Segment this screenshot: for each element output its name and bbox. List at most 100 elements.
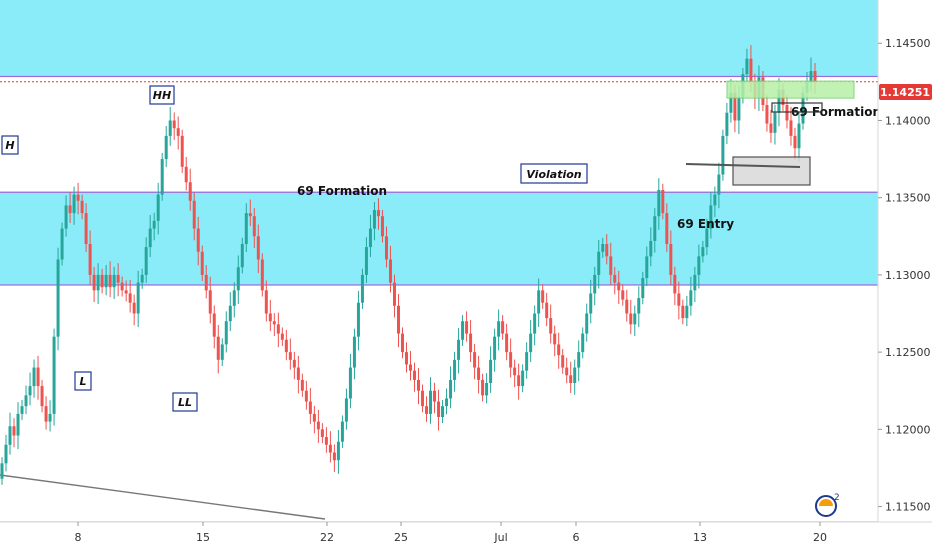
candle-body [332,452,336,461]
candle-body [380,216,384,237]
candle-body [12,426,16,436]
candle-body [469,333,473,353]
candle-body [88,244,92,275]
candle-body [384,236,388,260]
time-tick-label: 8 [75,531,82,544]
candle-body [565,367,569,376]
svg-text:2: 2 [834,493,840,503]
green-target-box[interactable] [726,80,855,99]
candle-body [533,313,537,334]
time-tick-label: Jul [493,531,507,544]
candle-body [312,413,316,422]
candle-body [324,437,328,445]
candle-body [220,344,224,360]
candle-body [449,379,453,399]
candle-body [713,194,717,206]
candle-body [733,92,737,121]
candle-body [356,302,360,337]
annotation-label-1: H [5,139,14,152]
candles-layer [0,45,817,485]
candle-body [701,247,705,257]
candle-body [657,189,661,217]
candle-body [473,352,477,368]
candle-body [785,105,789,121]
candle-body [813,71,817,82]
candle-body [453,359,457,380]
time-tick-label: 25 [394,531,408,544]
candle-body [364,247,368,275]
formation-outline-box[interactable] [771,102,823,113]
candle-body [284,339,288,353]
price-axis-panel[interactable] [878,0,932,522]
candle-body [316,421,320,430]
violation-line[interactable] [685,163,801,168]
candle-body [745,58,749,75]
annotation-box-2[interactable] [74,371,92,391]
price-tick-label: 1.11500 [885,501,931,514]
candle-body [525,352,529,371]
time-axis-panel[interactable] [0,522,932,550]
candle-body [244,213,248,245]
candle-body [709,205,713,229]
annotation-label-3: LL [178,396,192,409]
candle-body [465,321,469,334]
annotation-label-4: Violation [526,168,581,181]
gray-entry-box[interactable] [732,156,811,186]
candle-body [68,205,72,214]
annotation-box-0[interactable] [149,85,175,105]
candle-body [276,324,280,334]
annotation-box-3[interactable] [172,392,198,412]
candle-body [76,194,80,201]
candle-body [433,390,437,402]
time-axis-ticks: 8 15 22 25 Jul 6 13 20 [75,522,827,544]
current-price-label: 1.14251 [880,86,930,99]
candle-body [681,305,685,319]
candle-body [641,277,645,299]
candle-body [184,166,188,183]
price-tick-label: 1.12000 [885,423,931,436]
candle-body [441,406,445,417]
candle-body [529,333,533,353]
candle-body [168,120,172,136]
candle-body [108,274,112,288]
annotation-box-1[interactable] [1,135,19,155]
trend-line[interactable] [0,474,326,520]
candle-body [224,321,228,345]
candle-body [192,200,196,229]
time-tick-label: 6 [573,531,580,544]
candle-body [645,256,649,278]
annotation-box-4[interactable] [520,163,588,184]
candle-body [188,182,192,201]
candle-body [308,401,312,414]
candle-body [797,123,801,149]
candle-body [64,205,68,229]
candle-body [569,375,573,384]
candle-body [400,333,404,353]
candle-body [196,228,200,252]
candle-body [581,333,585,353]
candle-body [260,259,264,291]
candle-body [689,290,693,306]
candle-body [589,293,593,314]
candle-body [693,274,697,291]
candle-body [232,290,236,306]
candle-body [16,413,20,436]
tradingview-logo-icon[interactable]: 2 [815,493,840,517]
current-price-badge [879,84,932,100]
candle-body [256,236,260,260]
annotation-text-7: 69 Formation [791,105,881,119]
candle-body [789,120,793,136]
time-tick-label: 15 [196,531,210,544]
candle-body [300,379,304,391]
candle-body [144,247,148,275]
candle-body [413,370,417,380]
candle-body [36,367,40,387]
candle-body [392,282,396,306]
candle-body [360,274,364,303]
candle-body [4,444,8,464]
candle-body [92,274,96,291]
candle-body [288,352,292,360]
